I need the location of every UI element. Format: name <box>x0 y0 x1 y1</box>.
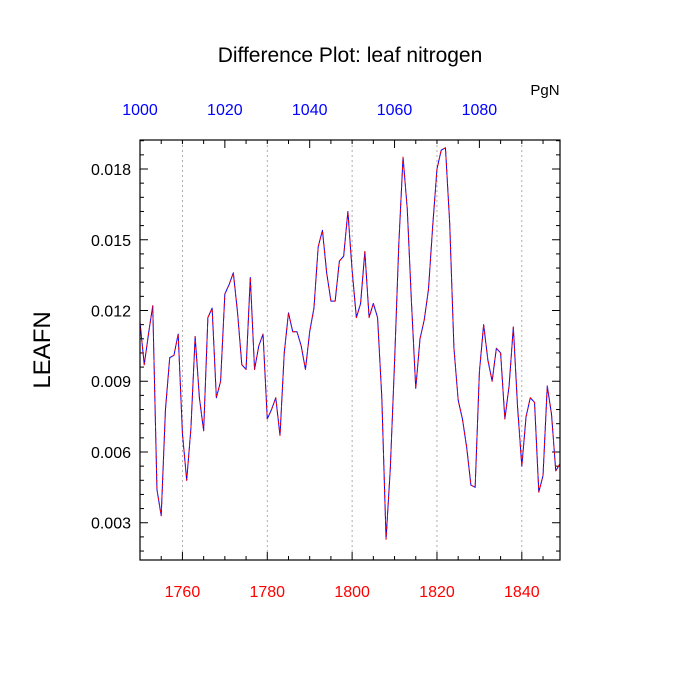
left-tick-label: 0.018 <box>91 162 131 179</box>
top-tick-label: 1040 <box>292 102 328 119</box>
chart-title: Difference Plot: leaf nitrogen <box>218 44 483 67</box>
axis-ticks <box>139 140 560 560</box>
series-lines <box>139 147 561 540</box>
plot-frame <box>139 139 561 561</box>
top-tick-label: 1000 <box>122 102 158 119</box>
bottom-tick-label: 1840 <box>504 584 540 601</box>
grid-lines <box>182 140 523 560</box>
bottom-tick-label: 1820 <box>419 584 455 601</box>
series-line-blue <box>139 147 561 540</box>
y-axis-label: LEAFN <box>29 311 56 388</box>
series-line-red-dashed <box>139 147 561 540</box>
bottom-tick-label: 1780 <box>249 584 285 601</box>
left-tick-label: 0.015 <box>91 233 131 250</box>
left-tick-label: 0.006 <box>91 445 131 462</box>
tick-labels: 1760 1780 1800 1820 1840 0.003 0.006 0.009 0.012… <box>91 102 540 601</box>
top-tick-label: 1060 <box>377 102 413 119</box>
bottom-tick-label: 1760 <box>165 584 201 601</box>
bottom-tick-label: 1800 <box>334 584 370 601</box>
left-tick-label: 0.012 <box>91 303 131 320</box>
left-tick-label: 0.009 <box>91 374 131 391</box>
top-axis-unit-label: PgN <box>530 82 559 99</box>
left-tick-label: 0.003 <box>91 516 131 533</box>
top-tick-label: 1020 <box>207 102 243 119</box>
top-tick-label: 1080 <box>462 102 498 119</box>
